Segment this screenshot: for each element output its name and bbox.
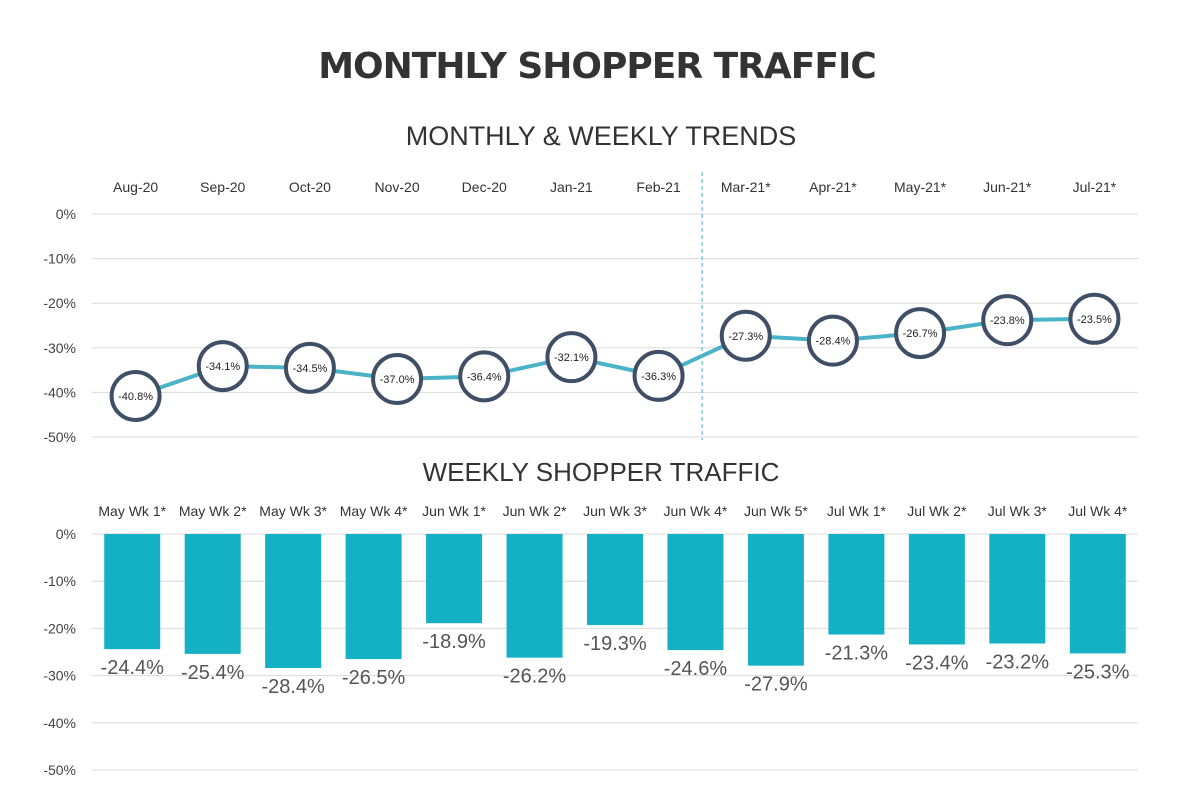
bar	[345, 534, 402, 660]
bar	[908, 534, 965, 645]
data-label: -27.9%	[744, 674, 808, 696]
bar	[587, 534, 643, 626]
data-label: -27.3%	[728, 331, 763, 343]
bar	[989, 534, 1046, 644]
data-point	[545, 331, 598, 384]
data-label: -23.4%	[905, 652, 969, 674]
x-tick-label: May Wk 3*	[259, 503, 327, 519]
data-point	[109, 369, 162, 422]
data-label: -19.3%	[583, 633, 647, 655]
data-label: -24.6%	[664, 658, 728, 680]
bar	[265, 534, 322, 669]
line-chart-title: MONTHLY & WEEKLY TRENDS	[406, 121, 797, 151]
data-point	[981, 294, 1034, 347]
data-label: -32.1%	[554, 352, 589, 364]
x-tick-label: May Wk 4*	[340, 503, 408, 519]
data-point	[806, 314, 859, 367]
data-label: -26.7%	[903, 328, 938, 340]
bar	[426, 534, 483, 624]
data-label: -26.5%	[342, 667, 406, 689]
x-tick-label: Aug-20	[113, 179, 158, 195]
data-label: -34.1%	[205, 361, 240, 373]
y-tick-label: -10%	[43, 251, 76, 267]
data-label: -36.3%	[641, 371, 676, 383]
data-point	[719, 309, 772, 362]
data-label: -28.4%	[261, 676, 325, 698]
bar	[184, 534, 241, 654]
line-chart: 0% -10% -20% -30% -40% -50% Aug-20 Sep-20 Oct-20…	[43, 172, 1138, 445]
data-point	[371, 353, 424, 406]
x-tick-label: Oct-20	[289, 179, 331, 195]
x-tick-label: Mar-21*	[721, 179, 771, 195]
x-tick-label: Jun Wk 5*	[744, 503, 808, 519]
data-point	[458, 350, 511, 403]
y-tick-label: -30%	[43, 340, 76, 356]
data-label: -37.0%	[380, 374, 415, 386]
x-tick-label: May Wk 1*	[98, 503, 166, 519]
data-label: -34.5%	[292, 363, 327, 375]
x-tick-label: Jul Wk 1*	[827, 503, 887, 519]
data-label: -18.9%	[422, 631, 486, 653]
data-label: -23.8%	[990, 315, 1025, 327]
x-tick-label: May Wk 2*	[179, 503, 247, 519]
y-tick-label: -30%	[43, 668, 76, 684]
y-tick-label: -10%	[43, 573, 76, 589]
x-tick-label: Apr-21*	[809, 179, 857, 195]
data-label: -23.2%	[986, 652, 1050, 674]
x-tick-label: Nov-20	[375, 179, 420, 195]
data-point	[632, 349, 685, 402]
data-label: -24.4%	[101, 657, 165, 679]
x-tick-label: Jan-21	[550, 179, 593, 195]
bar	[1069, 534, 1126, 654]
y-tick-label: -20%	[43, 295, 76, 311]
bar	[104, 534, 161, 650]
y-tick-label: 0%	[56, 206, 76, 222]
y-tick-label: -20%	[43, 620, 76, 636]
x-tick-label: Dec-20	[462, 179, 507, 195]
y-tick-label: -40%	[43, 384, 76, 400]
x-tick-label: Jun Wk 4*	[664, 503, 728, 519]
data-point	[1068, 292, 1121, 345]
data-point	[196, 340, 249, 393]
data-label: -40.8%	[118, 391, 153, 403]
chart-title: MONTHLY SHOPPER TRAFFIC	[318, 46, 876, 87]
x-tick-label: May-21*	[894, 179, 947, 195]
y-tick-label: -50%	[43, 762, 76, 778]
bar	[506, 534, 563, 658]
data-label: -25.4%	[181, 662, 245, 684]
data-label: -25.3%	[1066, 661, 1130, 683]
data-label: -21.3%	[825, 643, 889, 665]
data-label: -28.4%	[815, 336, 850, 348]
y-tick-label: -50%	[43, 429, 76, 445]
x-tick-label: Jun Wk 1*	[422, 503, 486, 519]
y-tick-label: 0%	[56, 526, 76, 542]
data-label: -23.5%	[1077, 314, 1112, 326]
bar	[667, 534, 724, 651]
bar	[747, 534, 804, 666]
x-tick-label: Jul Wk 4*	[1068, 503, 1128, 519]
x-tick-label: Jul-21*	[1073, 179, 1117, 195]
data-point	[283, 341, 336, 394]
x-tick-label: Feb-21	[636, 179, 681, 195]
series-line	[134, 316, 1095, 398]
x-tick-label: Jul Wk 2*	[907, 503, 967, 519]
bar-chart-title: WEEKLY SHOPPER TRAFFIC	[423, 457, 780, 487]
x-tick-label: Jun-21*	[983, 179, 1032, 195]
x-tick-label: Jun Wk 3*	[583, 503, 647, 519]
data-label: -36.4%	[467, 371, 502, 383]
data-point	[894, 307, 947, 360]
data-label: -26.2%	[503, 666, 567, 688]
x-tick-label: Sep-20	[200, 179, 245, 195]
y-tick-label: -40%	[43, 715, 76, 731]
bar	[828, 534, 885, 635]
x-tick-label: Jul Wk 3*	[988, 503, 1048, 519]
x-tick-label: Jun Wk 2*	[503, 503, 567, 519]
bar-chart: 0% -10% -20% -30% -40% -50% May Wk 1* May Wk 2*…	[43, 503, 1138, 778]
